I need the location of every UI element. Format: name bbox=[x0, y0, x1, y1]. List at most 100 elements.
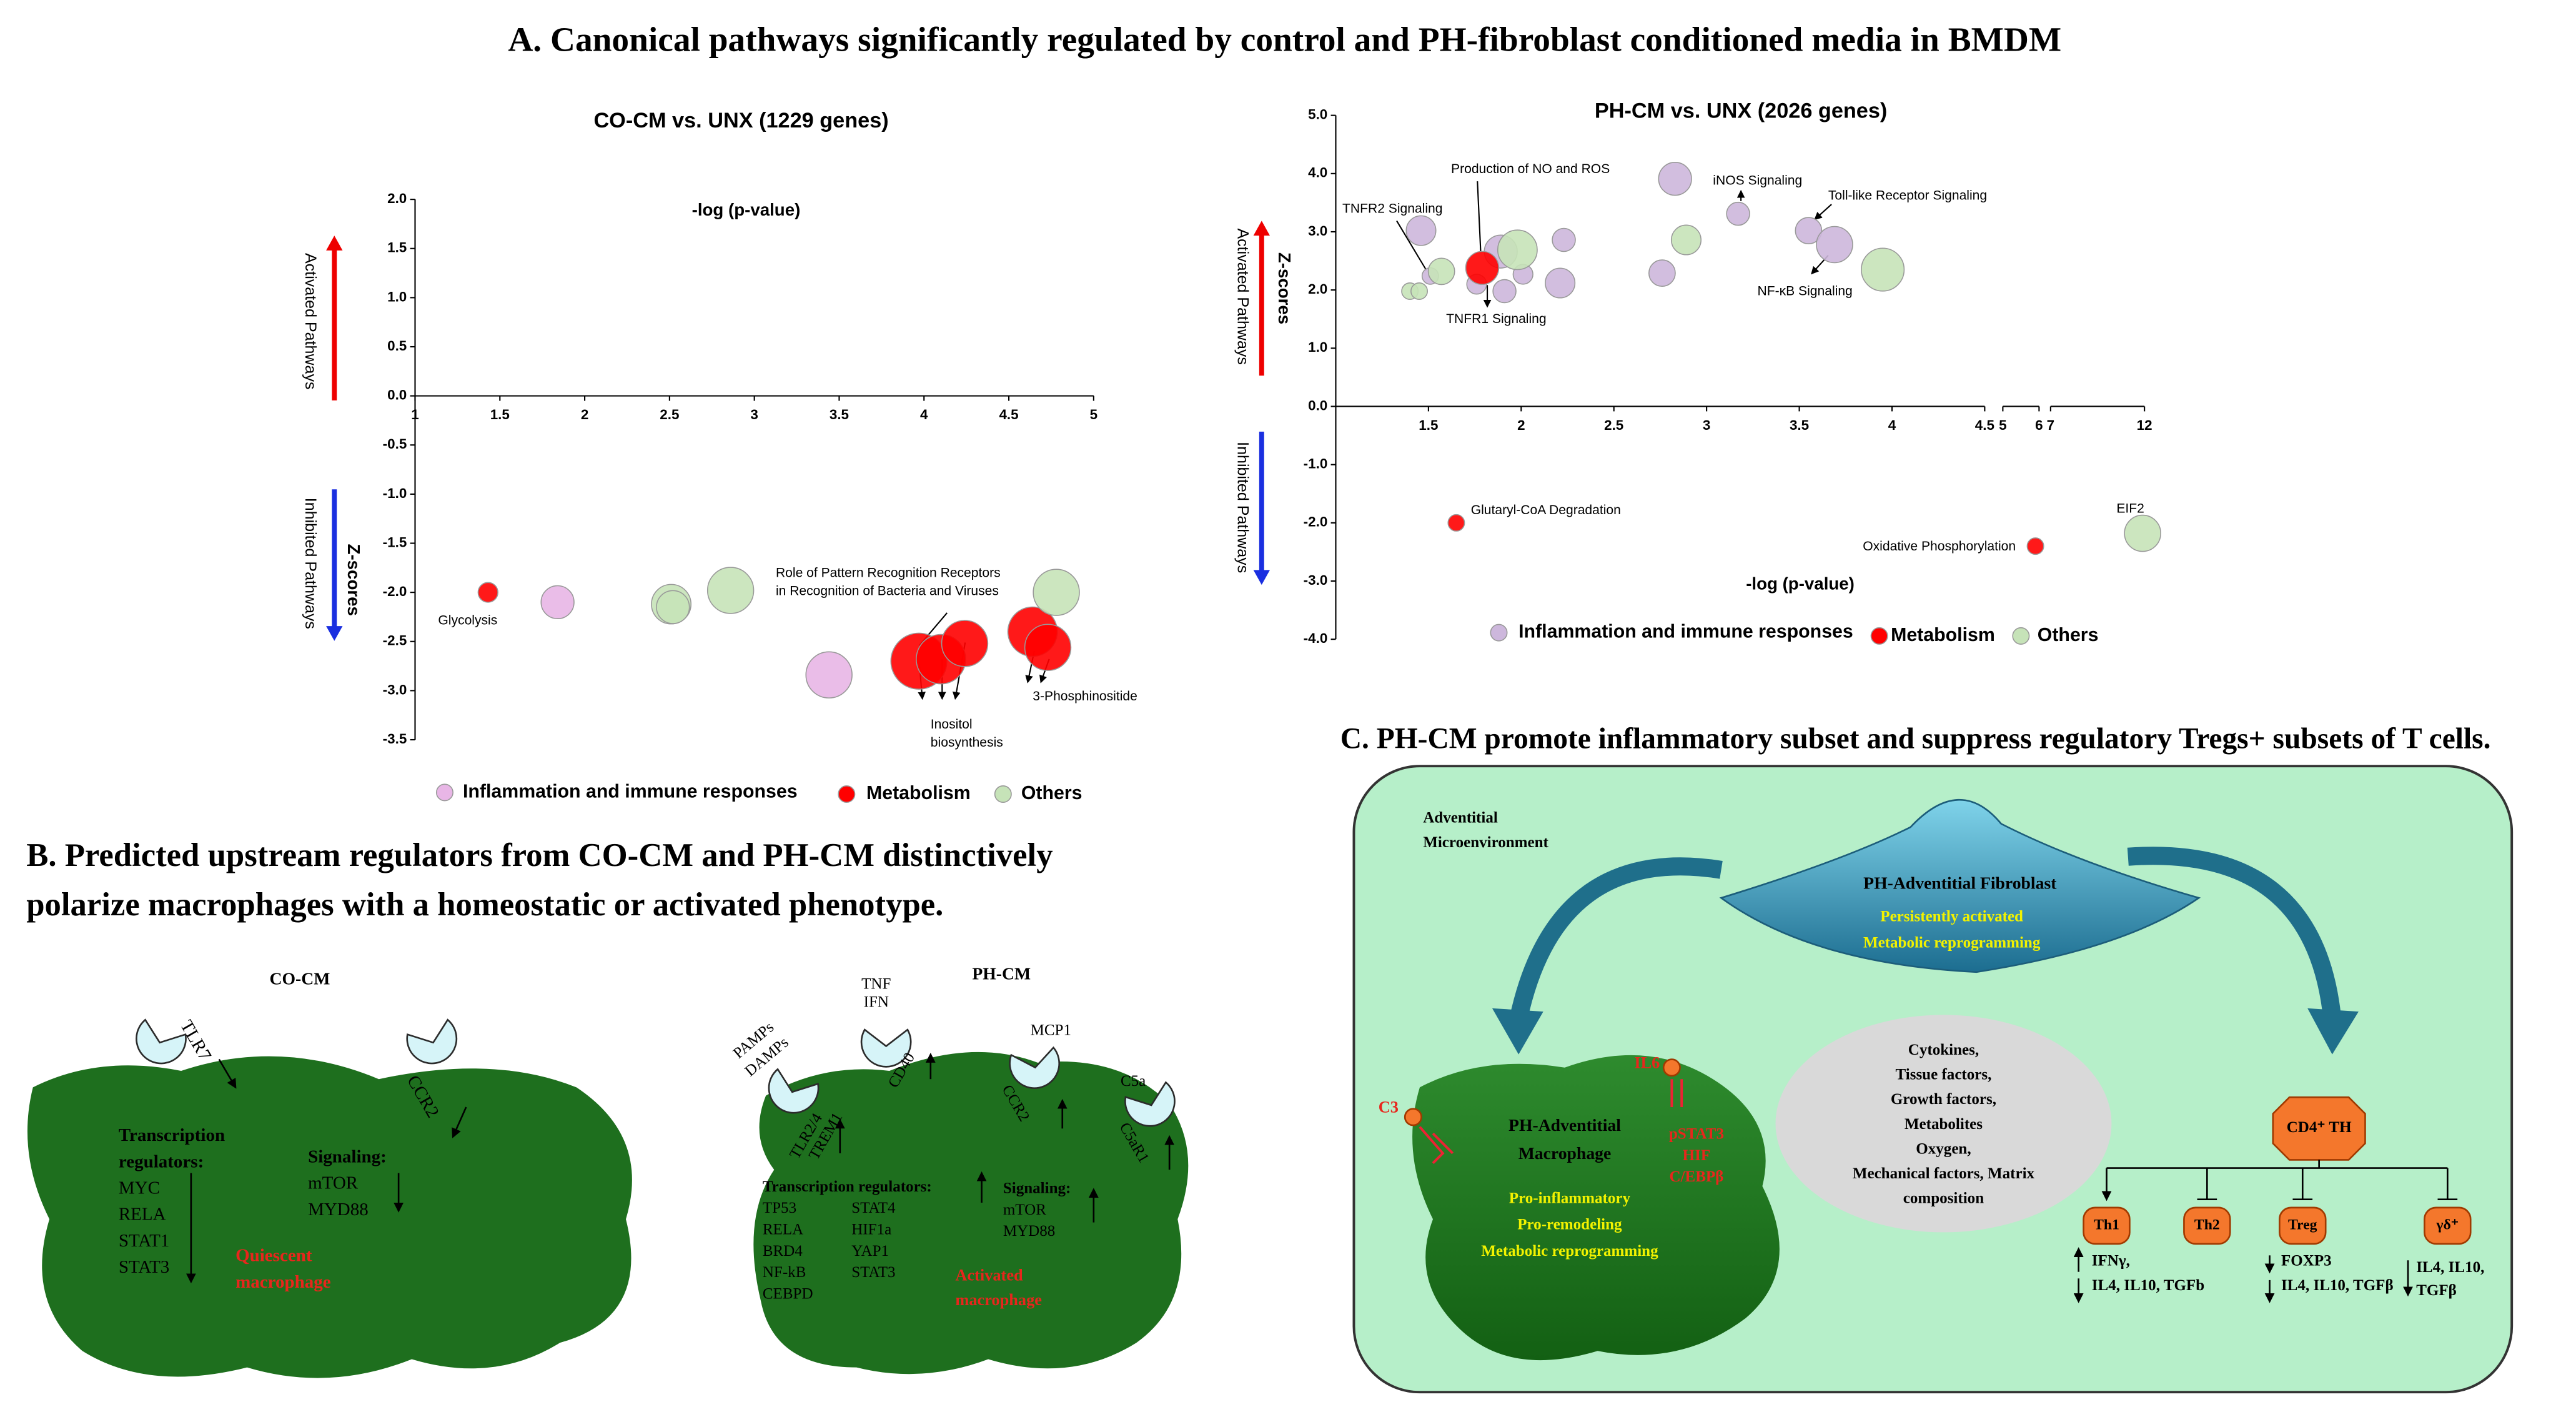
activated-label: Activated Pathways bbox=[1234, 228, 1252, 364]
x-tick-label: 4.5 bbox=[999, 407, 1018, 422]
arrow-head bbox=[1492, 1008, 1543, 1055]
label: IL6 bbox=[1634, 1054, 1660, 1072]
bubble bbox=[1552, 227, 1576, 252]
x-tick-label: 4 bbox=[1888, 417, 1896, 433]
bubble bbox=[1726, 201, 1750, 226]
legend-label: Metabolism bbox=[866, 783, 971, 803]
x-tick-label: 2 bbox=[1517, 417, 1525, 433]
label: STAT3 bbox=[851, 1264, 895, 1281]
y-tick-label: -1.5 bbox=[383, 534, 407, 550]
y-tick-label: 1.0 bbox=[387, 289, 407, 304]
label: STAT3 bbox=[119, 1257, 169, 1277]
y-tick-label: 2.0 bbox=[387, 191, 407, 206]
label: macrophage bbox=[235, 1272, 331, 1292]
x-tick-label: 5 bbox=[1999, 417, 2006, 433]
label: Signaling: bbox=[1003, 1180, 1071, 1197]
co-cm-macrophage bbox=[27, 1056, 632, 1378]
x-tick-label: 5 bbox=[1090, 407, 1097, 422]
y-axis-label: Z-scores bbox=[1275, 252, 1294, 324]
label: B. Predicted upstream regulators from CO… bbox=[26, 837, 1053, 873]
label: TGFβ bbox=[2416, 1282, 2457, 1299]
activated-label: Activated Pathways bbox=[302, 253, 319, 389]
label: STAT1 bbox=[119, 1231, 169, 1251]
bubble bbox=[1024, 624, 1072, 671]
label: macrophage bbox=[955, 1291, 1042, 1309]
bubble bbox=[1795, 217, 1823, 245]
annotation: Role of Pattern Recognition Receptors bbox=[776, 565, 1001, 580]
x-tick-label: 1.5 bbox=[490, 407, 510, 422]
label: Adventitial bbox=[1423, 809, 1498, 826]
label: Transcription regulators: bbox=[763, 1178, 932, 1195]
label: regulators: bbox=[119, 1151, 204, 1171]
label: mTOR bbox=[1003, 1201, 1046, 1218]
annotation: EIF2 bbox=[2116, 501, 2144, 515]
label: Transcription bbox=[119, 1125, 225, 1145]
label: RELA bbox=[763, 1221, 803, 1238]
x-axis-label: -log (p-value) bbox=[1746, 574, 1855, 593]
label: PH-CM bbox=[972, 963, 1031, 983]
label: Quiescent bbox=[235, 1246, 312, 1266]
bubble bbox=[2026, 537, 2044, 555]
annotation: Production of NO and ROS bbox=[1451, 162, 1610, 176]
label: HIF bbox=[1683, 1147, 1711, 1164]
label: PH-Adventitial bbox=[1508, 1115, 1621, 1135]
label: IL4, IL10, TGFb bbox=[2092, 1277, 2204, 1294]
inhibited-label: Inhibited Pathways bbox=[302, 498, 319, 629]
annotation: Oxidative Phosphorylation bbox=[1863, 539, 2016, 554]
x-tick-label: 4 bbox=[920, 407, 928, 422]
y-tick-label: -1.0 bbox=[1304, 456, 1328, 472]
t-subsets bbox=[2083, 1206, 2472, 1245]
y-tick-label: 1.0 bbox=[1308, 339, 1327, 355]
label: CO-CM bbox=[269, 968, 330, 988]
label: NF-kB bbox=[763, 1264, 806, 1281]
legend-marker bbox=[838, 785, 856, 803]
receptor bbox=[1124, 1081, 1176, 1127]
direction-arrows bbox=[326, 221, 1270, 641]
chart-title: CO-CM vs. UNX (1229 genes) bbox=[593, 109, 888, 132]
x-tick-label: 6 bbox=[2035, 417, 2043, 433]
label: BRD4 bbox=[763, 1243, 803, 1260]
y-tick-label: -2.0 bbox=[383, 584, 407, 599]
bubble bbox=[1545, 267, 1576, 299]
label: IFNγ, bbox=[2092, 1253, 2130, 1270]
bubble bbox=[805, 651, 853, 699]
chart-title: PH-CM vs. UNX (2026 genes) bbox=[1595, 99, 1887, 122]
label: Microenvironment bbox=[1423, 834, 1548, 851]
y-tick-label: 0.5 bbox=[387, 338, 407, 354]
bubble bbox=[1410, 282, 1429, 300]
x-tick-label: 2 bbox=[581, 407, 588, 422]
label: C5a bbox=[1121, 1073, 1146, 1090]
label: MYD88 bbox=[308, 1200, 369, 1220]
y-tick-label: -2.5 bbox=[383, 633, 407, 649]
label: polarize macrophages with a homeostatic … bbox=[26, 887, 943, 923]
x-tick-label: 3 bbox=[1703, 417, 1710, 433]
legend-marker bbox=[994, 785, 1012, 803]
label: composition bbox=[1903, 1190, 1984, 1206]
legend-label: Inflammation and immune responses bbox=[1518, 622, 1853, 642]
y-tick-label: 5.0 bbox=[1308, 107, 1327, 122]
label: TP53 bbox=[763, 1200, 796, 1216]
label: mTOR bbox=[308, 1173, 359, 1193]
label: CEBPD bbox=[763, 1285, 813, 1302]
label: MYD88 bbox=[1003, 1223, 1055, 1240]
bubble bbox=[1816, 226, 1853, 264]
bubble bbox=[540, 585, 575, 620]
receptor-marks bbox=[1419, 1079, 1683, 1165]
bubble bbox=[1658, 162, 1692, 196]
y-tick-label: -0.5 bbox=[383, 436, 407, 452]
y-tick-label: -4.0 bbox=[1304, 630, 1328, 646]
y-axis-label: Z-scores bbox=[344, 544, 364, 616]
annotation: 3-Phosphinositide bbox=[1033, 689, 1137, 703]
x-tick-label: 3 bbox=[750, 407, 758, 422]
bubble bbox=[1670, 224, 1702, 256]
label: IL4, IL10, bbox=[2416, 1259, 2484, 1276]
y-tick-label: 1.5 bbox=[387, 240, 407, 256]
c-macrophage bbox=[1412, 1055, 1780, 1361]
label: Oxygen, bbox=[1916, 1140, 1971, 1157]
annotation: biosynthesis bbox=[931, 735, 1003, 750]
bubble bbox=[1492, 279, 1517, 304]
receptor bbox=[1009, 1046, 1060, 1089]
cd4-cell bbox=[2272, 1096, 2366, 1161]
